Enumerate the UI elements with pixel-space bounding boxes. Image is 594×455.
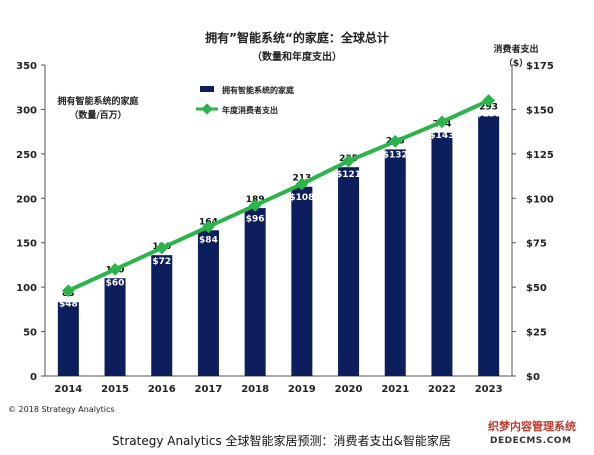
left-tick-label: 150 (16, 239, 37, 250)
left-tick-label: 300 (16, 105, 37, 116)
right-axis-title-line2: （$） (504, 58, 528, 69)
legend-bar-label: 拥有智能系统的家庭 (222, 85, 295, 95)
spending-marker (108, 263, 122, 276)
watermark: 织梦内容管理系统 DEDECMS.COM (488, 419, 576, 446)
x-tick-label: 2018 (241, 384, 269, 395)
bar (384, 149, 406, 376)
left-tick-label: 50 (23, 328, 37, 339)
legend: 拥有智能系统的家庭 年度消费者支出 (196, 85, 295, 115)
right-tick-label: $75 (526, 239, 547, 250)
right-axis-title-line1: 消费者支出 (493, 43, 538, 55)
bar (431, 132, 453, 376)
spending-marker (61, 284, 75, 298)
right-tick-label: $25 (526, 328, 547, 339)
left-axis-title-line2: （数量/百万） (69, 109, 126, 121)
x-tick-label: 2017 (195, 384, 223, 395)
bar (478, 115, 500, 377)
bar (291, 186, 313, 376)
left-tick-label: 250 (16, 150, 37, 161)
bar (104, 278, 126, 376)
right-tick-label: $100 (526, 194, 554, 205)
left-tick-label: 350 (16, 61, 37, 72)
right-tick-label: $50 (526, 283, 547, 294)
bar (338, 167, 360, 376)
bar-value-label: 293 (479, 103, 498, 113)
chart-subtitle: （数量和年度支出） (252, 50, 342, 63)
x-tick-label: 2022 (428, 384, 456, 395)
spending-value-label: $60 (106, 278, 125, 288)
legend-line-label: 年度消费者支出 (222, 105, 278, 115)
bar (197, 230, 219, 376)
spending-value-label: $96 (246, 214, 265, 224)
spending-marker (435, 115, 449, 129)
x-tick-label: 2020 (335, 384, 363, 395)
right-tick-label: $175 (526, 61, 554, 72)
spending-marker (248, 199, 262, 212)
spending-value-label: $48 (59, 300, 78, 310)
spending-value-label: $108 (289, 193, 314, 203)
left-tick-label: 0 (30, 372, 37, 383)
spending-marker (155, 241, 169, 255)
spending-marker (342, 154, 355, 168)
spending-line (67, 98, 490, 293)
spending-value-label: $143 (429, 131, 454, 141)
right-tick-label: $0 (526, 372, 540, 383)
left-tick-label: 100 (16, 283, 37, 294)
spending-marker (202, 220, 215, 234)
legend-bar-swatch (200, 86, 214, 92)
left-axis-title-line1: 拥有智能系统的家庭 (57, 95, 139, 107)
x-tick-label: 2015 (101, 384, 129, 395)
spending-value-label: $84 (199, 236, 218, 246)
right-tick-label: $150 (526, 105, 554, 116)
spending-marker (482, 94, 496, 107)
spending-value-label: $121 (336, 170, 361, 180)
x-tick-label: 2019 (288, 384, 316, 395)
chart-title: 拥有”智能系统“的家庭：全球总计 (205, 30, 389, 45)
x-tick-label: 2016 (148, 384, 176, 395)
spending-marker (388, 135, 402, 148)
spending-value-label: $132 (383, 150, 408, 160)
bar (244, 208, 266, 376)
watermark-line2: DEDECMS.COM (490, 436, 571, 446)
x-tick-label: 2021 (381, 384, 409, 395)
x-tick-label: 2023 (475, 384, 503, 395)
watermark-line1: 织梦内容管理系统 (488, 419, 576, 433)
bar (57, 302, 79, 376)
x-tick-label: 2014 (54, 384, 82, 395)
plot-area: 0 50 100 150 200 250 300 350 $0 $25 $50 $75 $100 $125… (16, 61, 554, 395)
spending-value-label: $155 (476, 110, 501, 120)
left-tick-label: 200 (16, 194, 37, 205)
spending-value-label: $72 (152, 257, 171, 267)
right-tick-label: $125 (526, 150, 554, 161)
bar (151, 255, 173, 376)
caption-text: Strategy Analytics 全球智能家居预测：消费者支出&智能家居 (112, 433, 451, 448)
legend-marker-swatch (201, 103, 213, 115)
copyright-text: © 2018 Strategy Analytics (8, 405, 115, 414)
spending-marker (295, 177, 309, 191)
